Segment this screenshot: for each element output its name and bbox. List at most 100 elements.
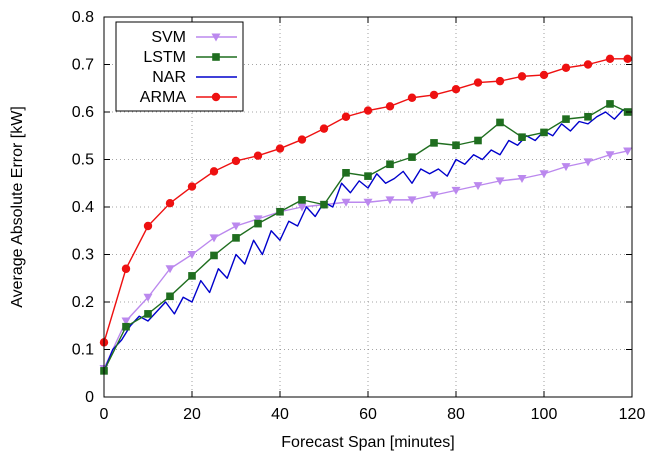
legend: SVM LSTM NAR ARMA [115, 21, 244, 112]
data-point-lstm [452, 141, 460, 150]
data-point-arma [253, 151, 263, 160]
y-tick-label: 0.1 [72, 342, 94, 359]
data-point-svm [623, 147, 633, 156]
data-point-lstm [188, 272, 196, 280]
data-point-lstm [408, 153, 416, 161]
x-tick-label: 40 [271, 406, 289, 423]
data-point-arma [363, 106, 373, 115]
data-point-svm [363, 198, 373, 207]
data-point-lstm [606, 100, 614, 108]
x-tick-label: 0 [100, 406, 109, 423]
legend-entry-svm: SVM [151, 29, 237, 46]
data-point-lstm [364, 172, 372, 180]
legend-marker-arma [211, 92, 221, 102]
data-point-svm [451, 186, 461, 195]
data-point-lstm [276, 207, 284, 216]
y-tick-label: 0 [85, 389, 94, 406]
legend-label-svm: SVM [151, 29, 186, 46]
data-point-lstm [144, 310, 152, 318]
data-point-arma [539, 70, 549, 80]
data-point-arma [121, 264, 131, 273]
y-tick-label: 0.4 [72, 199, 94, 216]
y-tick-label: 0.6 [72, 104, 94, 121]
data-point-arma [187, 182, 197, 191]
series-svm [99, 147, 633, 373]
data-point-arma [561, 63, 571, 73]
data-point-arma [623, 54, 632, 63]
data-point-svm [187, 251, 197, 259]
data-point-arma [517, 72, 527, 81]
data-point-arma [407, 93, 417, 102]
data-point-svm [583, 158, 593, 167]
legend-entry-nar: NAR [152, 69, 237, 86]
y-tick-label: 0.7 [72, 57, 94, 74]
legend-entry-arma: ARMA [140, 89, 237, 106]
series-line-lstm [103, 103, 628, 372]
data-point-svm [495, 177, 505, 186]
ticks: 0 20 40 60 80 100 120 0 0.1 0.2 0.3 0.4 0.5 0.6 0.7 0.8 [72, 9, 646, 423]
data-point-lstm [298, 196, 306, 204]
data-point-lstm [342, 169, 350, 177]
y-tick-label: 0.3 [72, 247, 94, 264]
data-point-svm [121, 317, 131, 326]
data-point-lstm [320, 200, 328, 209]
data-point-svm [341, 198, 351, 207]
data-point-svm [165, 265, 175, 274]
x-tick-label: 20 [183, 406, 201, 423]
legend-label-lstm: LSTM [143, 49, 186, 66]
data-point-arma [297, 135, 307, 144]
data-point-arma [385, 102, 395, 111]
data-point-lstm [166, 292, 174, 301]
data-point-svm [231, 222, 241, 231]
legend-marker-lstm [212, 53, 220, 61]
data-point-svm [407, 196, 417, 205]
data-point-svm [385, 196, 395, 205]
data-point-lstm [122, 322, 130, 331]
x-tick-label: 100 [531, 406, 558, 423]
y-tick-label: 0.5 [72, 152, 94, 169]
data-point-svm [429, 191, 439, 200]
x-tick-label: 60 [359, 406, 377, 423]
data-point-svm [297, 203, 307, 212]
data-point-lstm [386, 160, 394, 169]
legend-label-arma: ARMA [140, 89, 187, 106]
x-axis-label: Forecast Span [minutes] [281, 434, 454, 451]
data-point-lstm [584, 112, 592, 121]
series-lstm [100, 100, 632, 375]
x-tick-label: 80 [447, 406, 465, 423]
x-tick-label: 120 [619, 406, 646, 423]
data-point-arma [341, 112, 351, 121]
data-point-lstm [474, 136, 482, 145]
data-point-arma [605, 54, 615, 63]
data-point-svm [539, 170, 549, 179]
data-point-lstm [518, 133, 526, 141]
data-point-svm [605, 151, 615, 160]
data-point-arma [473, 78, 483, 87]
y-axis-label: Average Absolute Error [kW] [9, 106, 26, 308]
data-point-lstm [210, 251, 218, 260]
data-point-arma [165, 199, 175, 208]
data-point-arma [495, 76, 505, 86]
data-point-svm [517, 175, 527, 183]
data-point-svm [143, 293, 153, 302]
y-tick-label: 0.8 [72, 9, 94, 26]
series-nar [103, 108, 629, 372]
data-point-svm [253, 215, 263, 224]
data-point-arma [275, 144, 285, 153]
data-point-arma [451, 85, 461, 94]
data-point-lstm [540, 128, 548, 137]
legend-label-nar: NAR [152, 69, 186, 86]
legend-entry-lstm: LSTM [143, 49, 237, 66]
y-tick-label: 0.2 [72, 294, 94, 311]
data-point-svm [209, 234, 219, 243]
legend-marker-svm [211, 33, 221, 42]
data-point-lstm [496, 118, 504, 127]
data-point-lstm [232, 234, 240, 242]
series-line-nar [103, 108, 629, 372]
series-arma [99, 54, 632, 347]
data-point-arma [143, 221, 153, 231]
data-point-arma [583, 60, 593, 69]
data-point-lstm [254, 219, 262, 228]
data-point-arma [429, 90, 439, 100]
